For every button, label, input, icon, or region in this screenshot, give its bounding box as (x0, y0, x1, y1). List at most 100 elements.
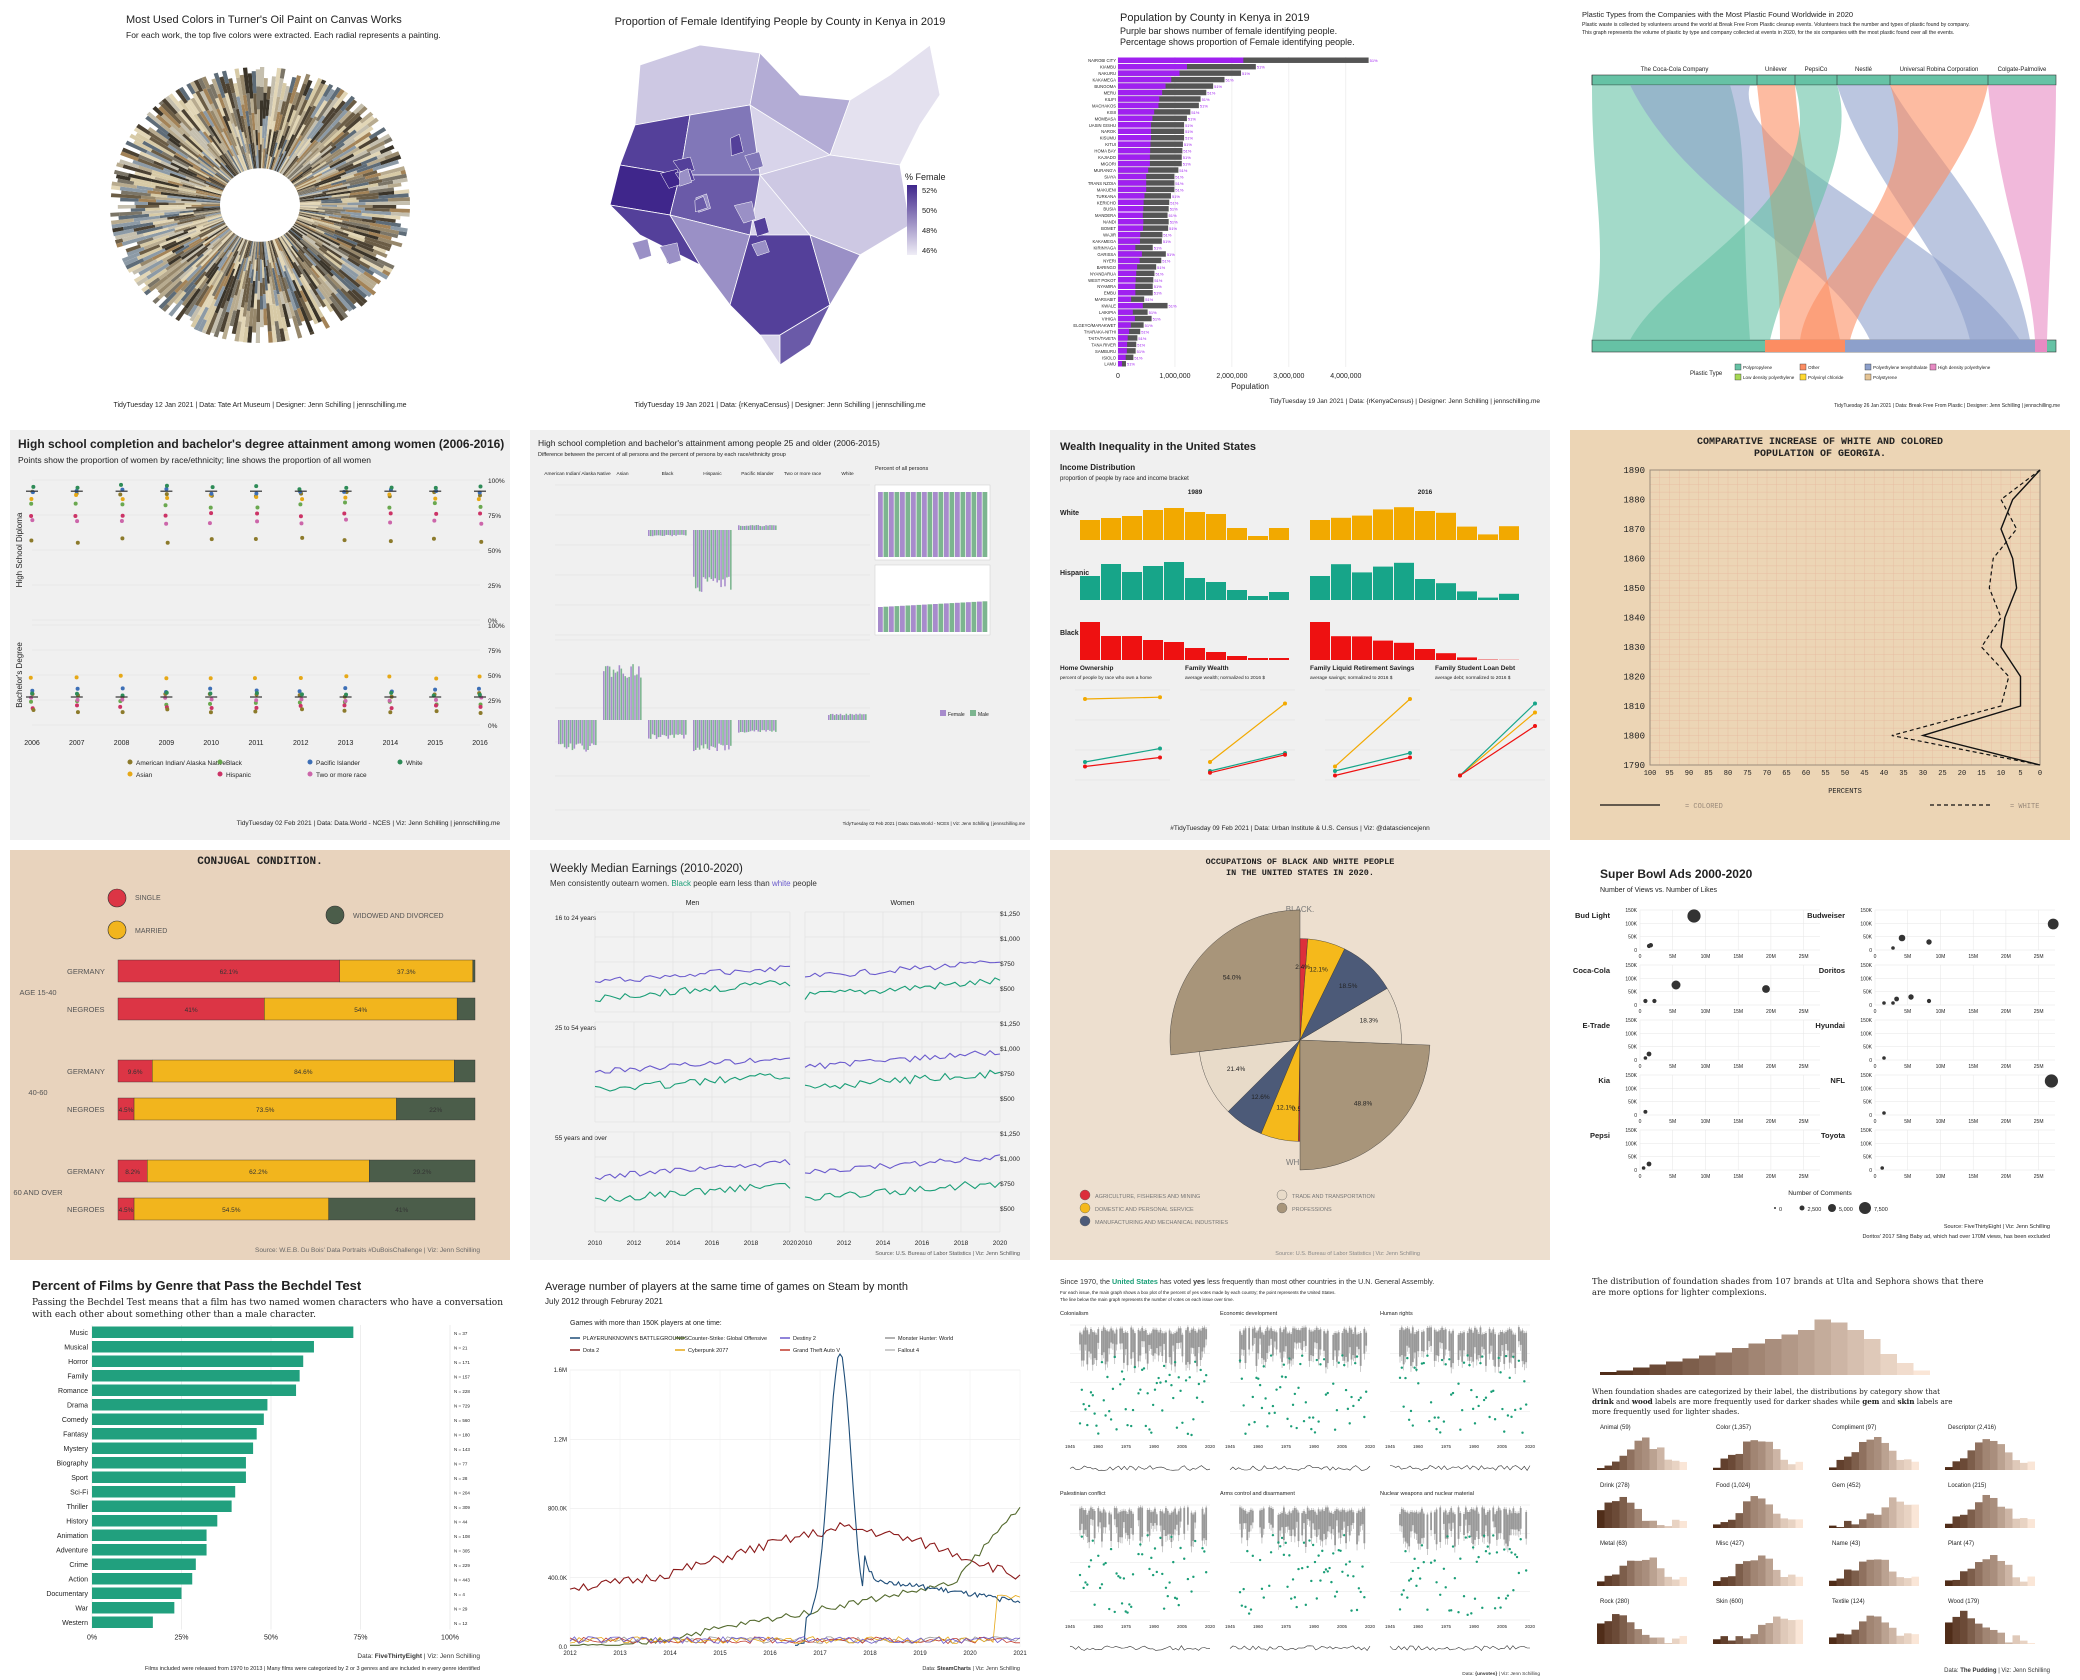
radial-segment (273, 239, 286, 266)
category-bar (1874, 1436, 1882, 1470)
side-bar (933, 492, 938, 557)
gap-bar (857, 714, 859, 720)
box-plot (1159, 1329, 1162, 1347)
box-plot (1290, 1513, 1293, 1537)
radial-segment (344, 112, 361, 128)
race-point (297, 700, 302, 705)
shade-bar (1616, 1370, 1633, 1375)
gap-bar (651, 530, 654, 537)
box-plot (1492, 1507, 1495, 1522)
us-point (1492, 1389, 1495, 1393)
gap-bar (753, 720, 756, 732)
category-bar (1844, 1634, 1852, 1644)
radial-segment (296, 137, 312, 157)
radial-segment (358, 106, 368, 115)
box-plot (1090, 1507, 1092, 1520)
radial-segment (173, 154, 194, 168)
chart-subtitle: The line below the main graph represents… (1060, 1297, 1234, 1302)
total-bar (1118, 102, 1199, 109)
radial-segment (285, 255, 294, 269)
radial-segment (199, 90, 213, 112)
radial-segment (204, 256, 219, 273)
box-plot (1170, 1333, 1173, 1365)
us-point (1514, 1408, 1517, 1412)
female-bar (1118, 160, 1150, 167)
category-bar (1881, 1507, 1889, 1528)
series-line (569, 1636, 1021, 1644)
us-point (1102, 1399, 1105, 1402)
radial-segment (222, 262, 236, 287)
radial-segment (121, 190, 151, 197)
radial-segment (141, 209, 172, 215)
radial-segment (297, 264, 311, 285)
radial-segment (262, 277, 266, 295)
x-tick: 2020 (1525, 1624, 1536, 1629)
box-plot (1132, 1513, 1134, 1535)
radial-segment (336, 111, 356, 131)
genre-label: Animation (57, 1533, 88, 1540)
radial-segment (168, 93, 185, 111)
genre-label: Action (69, 1577, 89, 1584)
radial-segment (354, 131, 372, 145)
y-tick: 100K (1860, 1086, 1872, 1092)
radial-segment (297, 185, 315, 193)
box-plot (1205, 1329, 1208, 1340)
race-point (164, 521, 169, 526)
radial-segment (135, 132, 156, 147)
box-plot (1510, 1330, 1513, 1358)
radial-segment (270, 76, 277, 97)
radial-segment (152, 187, 167, 193)
us-point (1482, 1398, 1486, 1402)
x-tick: 2005 (1337, 1444, 1348, 1449)
category-bar (1735, 1513, 1743, 1528)
race-point (478, 484, 483, 489)
radial-segment (264, 115, 269, 137)
radial-segment (177, 229, 197, 240)
category-bar (1896, 1459, 1904, 1470)
income-bar (1164, 508, 1184, 540)
radial-segment (195, 90, 210, 112)
radial-segment (281, 153, 298, 175)
radial-segment (194, 185, 222, 195)
us-point (1177, 1376, 1180, 1379)
brand-label: Pepsi (1590, 1131, 1610, 1140)
race-point (208, 710, 213, 715)
radial-segment (261, 259, 265, 279)
us-point (1155, 1570, 1158, 1574)
us-point (1247, 1612, 1251, 1615)
us-point (1148, 1567, 1151, 1571)
radial-segment (202, 245, 214, 256)
radial-segment (359, 272, 378, 287)
us-point (1413, 1557, 1416, 1561)
box-plot (1272, 1509, 1274, 1528)
radial-segment (294, 222, 321, 237)
radial-segment (255, 155, 258, 169)
radial-segment (316, 125, 334, 143)
radial-segment (195, 189, 222, 197)
box-plot (1359, 1333, 1362, 1366)
side-bar (894, 492, 900, 557)
x-tick: 25M (1799, 954, 1809, 960)
race-label: White (1060, 510, 1079, 517)
radial-segment (236, 96, 244, 117)
gap-bar (657, 530, 660, 536)
radial-segment (342, 220, 371, 229)
row-label: High School Diploma (15, 512, 24, 587)
radial-segment (139, 257, 154, 267)
box-plot (1510, 1513, 1513, 1530)
y-tick: 1.2M (554, 1437, 567, 1443)
us-point (1501, 1407, 1504, 1411)
county-label: MURANG'A (1094, 168, 1116, 173)
x-tick: 2010 (588, 1240, 603, 1247)
us-point (1140, 1553, 1144, 1556)
x-tick: 25M (1799, 1064, 1809, 1070)
us-point (1098, 1586, 1102, 1590)
us-point (1497, 1356, 1500, 1360)
trend-point (1458, 773, 1462, 778)
y-tick: 1830 (1623, 643, 1645, 653)
radial-segment (113, 169, 129, 177)
radial-segment (319, 121, 342, 144)
us-point (1519, 1538, 1522, 1541)
x-tick: 60 (1802, 770, 1810, 778)
box-plot (1086, 1330, 1089, 1365)
